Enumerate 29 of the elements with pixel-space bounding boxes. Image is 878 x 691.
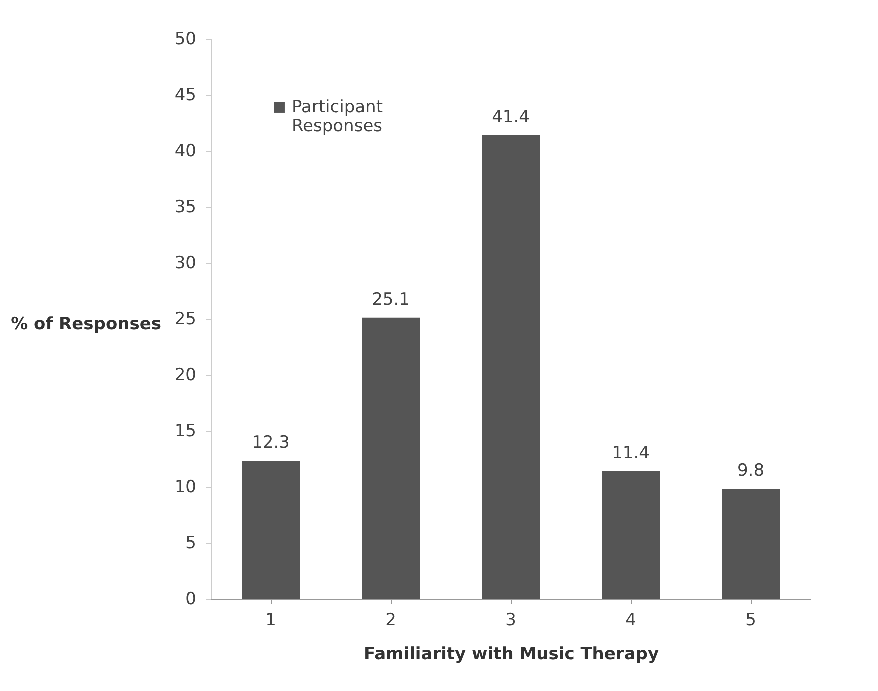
data-label: 41.4 — [492, 107, 530, 128]
y-tick-label: 35 — [174, 198, 196, 218]
y-tick-label: 5 — [186, 534, 196, 554]
data-label: 12.3 — [252, 433, 290, 454]
y-tick-label: 25 — [174, 310, 196, 330]
data-label: 25.1 — [372, 290, 410, 310]
x-tick-label: 1 — [266, 610, 276, 630]
bar — [722, 489, 780, 599]
x-axis-title: Familiarity with Music Therapy — [364, 644, 660, 664]
data-label: 11.4 — [612, 443, 650, 464]
y-tick-label: 30 — [174, 254, 196, 274]
y-tick-label: 40 — [174, 142, 196, 162]
x-tick-label: 5 — [746, 610, 756, 630]
y-tick-label: 0 — [186, 590, 196, 610]
x-tick-label: 2 — [386, 610, 396, 630]
data-label: 9.8 — [737, 461, 765, 482]
bar — [482, 135, 540, 599]
bar — [242, 461, 300, 599]
y-tick-label: 50 — [174, 30, 196, 50]
bar — [362, 318, 420, 599]
y-tick-label: 20 — [174, 366, 196, 386]
y-tick-label: 10 — [174, 478, 196, 498]
bar — [602, 471, 660, 599]
y-axis-title: % of Responses — [11, 314, 162, 334]
y-tick-label: 15 — [174, 422, 196, 442]
x-tick-label: 4 — [626, 610, 636, 630]
legend-label: Participant Responses — [292, 98, 384, 136]
x-tick-label: 3 — [506, 610, 516, 630]
y-tick-label: 45 — [174, 86, 196, 106]
